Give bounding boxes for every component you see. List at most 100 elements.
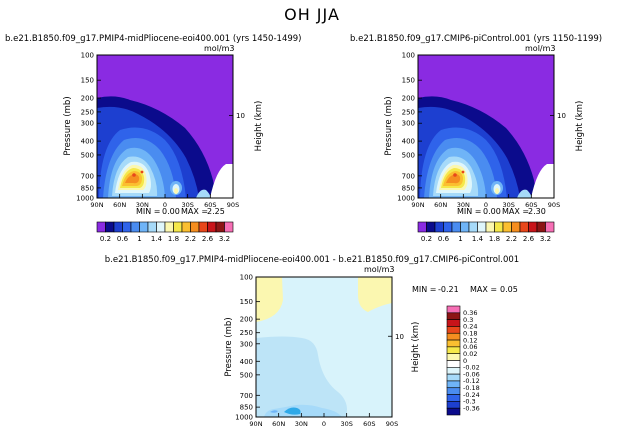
colorbar-upper-right-swatch [494,221,504,233]
colorbar-upper-left-swatch [181,221,191,233]
stats-min-value: 0.00 [162,207,180,216]
panel-title: b.e21.B1850.f09_g17.PMIP4-midPliocene-eo… [5,34,301,44]
y-tick-label: 850 [402,184,415,192]
y-axis-label: Pressure (mb) [224,317,234,376]
x-tick-label: 90N [249,420,262,428]
x-tick-label: 90N [90,201,103,209]
colorbar-upper-left-swatch [198,221,208,233]
x-tick-label: 30S [340,420,352,428]
colorbar-upper-left-swatch [207,221,217,233]
y-tick-label: 150 [402,77,415,85]
x-tick-label: 30S [181,201,193,209]
colorbar-upper-left-swatch [96,221,106,233]
colorbar-upper-left-label: 3.2 [219,235,230,243]
y-axis-label: Pressure (mb) [63,96,73,155]
colorbar-upper-right-label: 3.2 [540,235,551,243]
colorbar-upper-right-swatch [502,221,512,233]
stats-min-value: -0.21 [438,285,459,294]
colorbar-upper-right-label: 1.4 [472,235,484,243]
y-tick-label: 200 [402,95,415,103]
colorbar-upper-left-label: 0.2 [100,235,111,243]
colorbar-upper-left-swatch [173,221,183,233]
units-label: mol/m3 [204,44,235,53]
colorbar-upper-left-label: 0.6 [117,235,129,243]
colorbar-diff-label: -0.18 [463,384,480,392]
colorbar-upper-left-label: 2.6 [202,235,214,243]
colorbar-diff-label: 0.18 [463,330,477,338]
y-tick-label: 250 [240,329,253,337]
y-tick-label: 400 [240,358,253,366]
y-tick-label: 500 [81,151,94,159]
x-tick-label: 60N [272,420,285,428]
units-label: mol/m3 [364,265,395,274]
colorbar-diff-label: -0.36 [463,404,480,412]
colorbar-upper-left-label: 1 [137,235,141,243]
colorbar-diff-swatch [446,367,461,375]
y-tick-label: 700 [402,172,415,180]
y-tick-label: 150 [81,77,94,85]
colorbar-diff-label: 0.12 [463,336,477,344]
y-tick-label: 400 [81,138,94,146]
colorbar-upper-left-swatch [215,221,225,233]
colorbar-upper-right-swatch [485,221,495,233]
colorbar-upper-right-swatch [545,221,555,233]
colorbar-diff-swatch [446,339,461,348]
colorbar-upper-right-swatch [536,221,546,233]
contour-field [418,55,554,198]
y-tick-label: 150 [240,298,253,306]
colorbar-diff-swatch [446,401,461,409]
colorbar-upper-left-swatch [139,221,149,233]
colorbar-upper-right-swatch [426,221,436,233]
colorbar-upper-left-label: 1.4 [151,235,163,243]
x-tick-label: 60N [434,201,447,209]
y-tick-label: 1000 [76,195,94,203]
colorbar-upper-right-label: 2.2 [506,235,517,243]
colorbar-upper-right-swatch [519,221,529,233]
colorbar-upper-left-swatch [130,221,140,233]
stats-max-label: MAX = [502,207,529,216]
colorbar-diff-label: -0.06 [463,370,480,378]
y-axis-label-right: Height (km) [254,101,264,152]
x-tick-label: 0 [322,420,326,428]
colorbar-diff-swatch [446,353,461,361]
x-tick-label: 90S [386,420,398,428]
colorbar-upper-right-swatch [511,221,521,233]
colorbar-diff-swatch [446,394,461,402]
colorbar-diff-label: 0.06 [463,343,477,351]
colorbar-diff-swatch [446,346,461,354]
y-tick-label: 100 [81,52,94,60]
y-tick-label: 300 [240,340,253,348]
colorbar-diff-swatch [446,312,461,320]
y-axis-label: Pressure (mb) [384,96,394,155]
stats-max-value: 2.30 [528,207,546,216]
colorbar-diff-label: -0.02 [463,364,480,372]
x-tick-label: 60S [204,201,216,209]
colorbar-upper-left-swatch [190,221,200,233]
colorbar-upper-right-swatch [468,221,478,233]
colorbar-upper-left-swatch [156,221,166,233]
y-tick-label: 100 [240,274,253,282]
y-tick-label: 700 [240,392,253,400]
panel-difference: b.e21.B1850.f09_g17.PMIP4-midPliocene-eo… [105,255,519,418]
y-tick-label: 200 [240,316,253,324]
colorbar-upper-left-label: 1.8 [168,235,179,243]
colorbar-upper-left-swatch [122,221,132,233]
colorbar-upper-right-label: 1 [458,235,462,243]
x-tick-label: 30N [136,201,149,209]
y-tick-label: 250 [81,108,94,116]
colorbar-diff-label: -0.3 [463,398,476,406]
colorbar-diff-swatch [446,305,461,314]
colorbar-diff-label: -0.12 [463,377,480,385]
colorbar-diff-label: 0.3 [463,316,473,324]
colorbar-diff-swatch [446,319,461,327]
colorbar-upper-right-swatch [443,221,453,233]
y-tick-label: 500 [240,371,253,379]
y-tick-label: 100 [402,52,415,60]
colorbar-upper-left-swatch [224,221,234,233]
contour-field [256,277,392,417]
stats-max-label: MAX = [181,207,208,216]
stats-min-label: MIN = [136,207,161,216]
colorbar-upper-left-swatch [147,221,157,233]
